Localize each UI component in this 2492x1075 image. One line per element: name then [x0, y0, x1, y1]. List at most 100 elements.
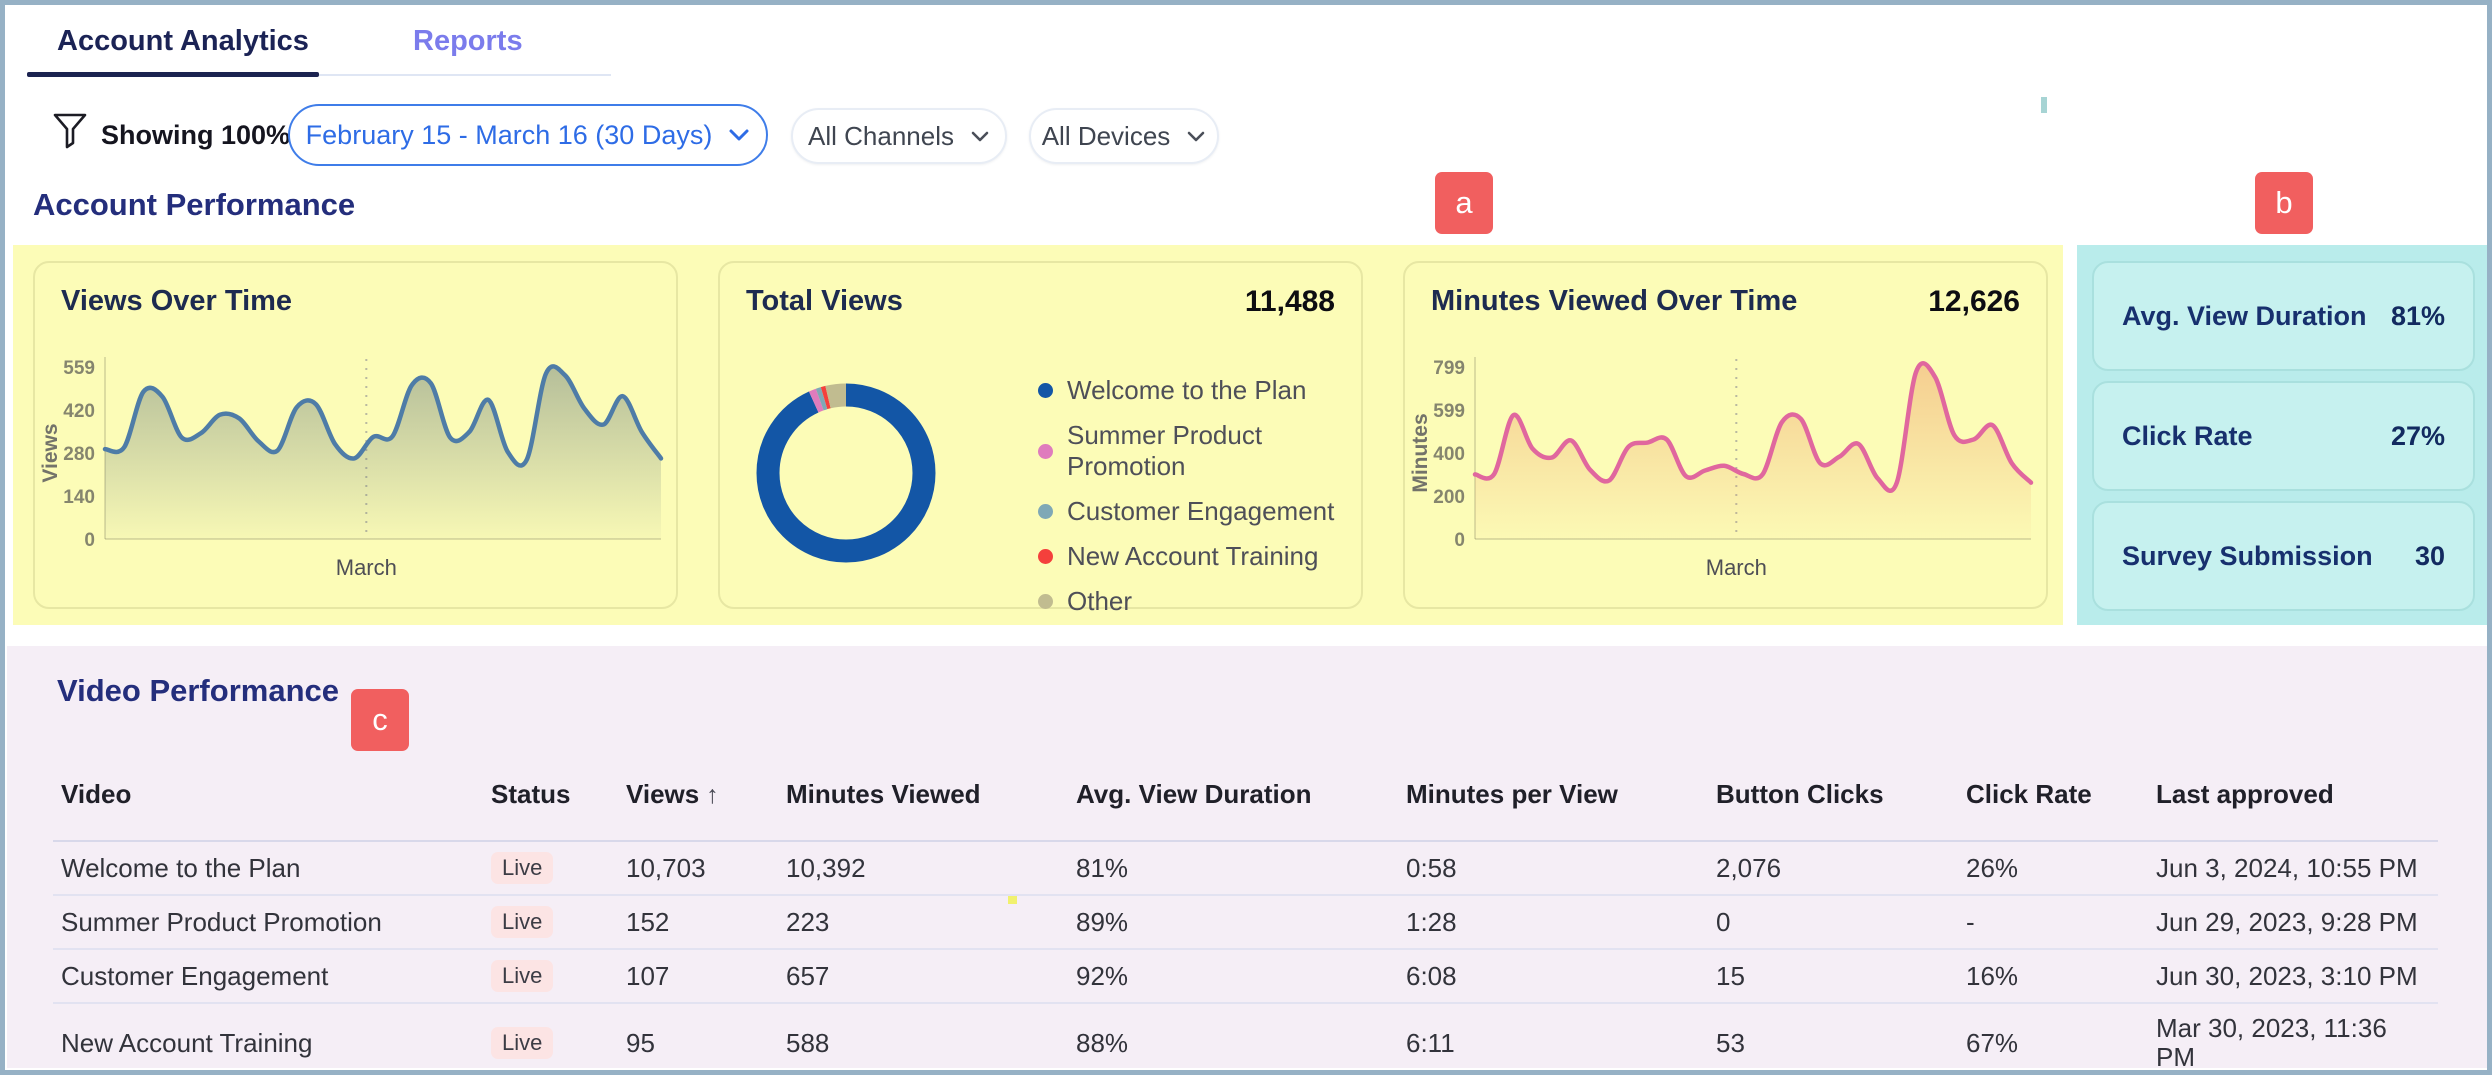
cell-status: Live	[483, 949, 618, 1003]
minutes-viewed-chart: 0200400599799MinutesMarch	[1411, 341, 2043, 593]
views-over-time-title: Views Over Time	[61, 285, 292, 318]
column-header-status[interactable]: Status	[483, 763, 618, 841]
column-header-video[interactable]: Video	[53, 763, 483, 841]
y-axis-tick: 420	[63, 401, 95, 422]
tab-account-analytics[interactable]: Account Analytics	[57, 25, 309, 58]
date-range-value: February 15 - March 16 (30 Days)	[306, 120, 713, 151]
devices-dropdown[interactable]: All Devices	[1029, 108, 1219, 164]
channels-value: All Channels	[808, 121, 954, 152]
column-header-views[interactable]: Views ↑	[618, 763, 778, 841]
filter-funnel-icon[interactable]	[51, 111, 89, 153]
survey-submission-label: Survey Submission	[2122, 541, 2373, 572]
x-axis-label: March	[336, 555, 397, 580]
column-header-avg-view-duration[interactable]: Avg. View Duration	[1068, 763, 1398, 841]
legend-label: Customer Engagement	[1067, 496, 1334, 527]
legend-dot-icon	[1038, 383, 1053, 398]
cell-click-rate: -	[1958, 895, 2148, 949]
column-header-minutes-viewed[interactable]: Minutes Viewed	[778, 763, 1068, 841]
minutes-viewed-card: Minutes Viewed Over Time 12,626 02004005…	[1403, 261, 2048, 609]
cell-views: 152	[618, 895, 778, 949]
survey-submission-card: Survey Submission 30	[2092, 501, 2475, 611]
cell-button-clicks: 0	[1708, 895, 1958, 949]
cell-click-rate: 26%	[1958, 841, 2148, 895]
y-axis-tick: 200	[1433, 487, 1465, 508]
video-performance-table: VideoStatusViews ↑Minutes ViewedAvg. Vie…	[53, 763, 2438, 1075]
cell-avg-view-duration: 81%	[1068, 841, 1398, 895]
column-header-button-clicks[interactable]: Button Clicks	[1708, 763, 1958, 841]
click-rate-label: Click Rate	[2122, 421, 2253, 452]
table-row[interactable]: Summer Product PromotionLive15222389%1:2…	[53, 895, 2438, 949]
cell-video[interactable]: Customer Engagement	[53, 949, 483, 1003]
y-axis-tick: 599	[1433, 401, 1465, 422]
column-header-click-rate[interactable]: Click Rate	[1958, 763, 2148, 841]
chevron-down-icon	[728, 128, 750, 142]
chevron-down-icon	[1186, 130, 1206, 143]
cell-minutes-viewed: 10,392	[778, 841, 1068, 895]
video-performance-title: Video Performance	[57, 673, 339, 709]
y-axis-tick: 0	[84, 530, 95, 551]
cell-video[interactable]: Welcome to the Plan	[53, 841, 483, 895]
cell-avg-view-duration: 89%	[1068, 895, 1398, 949]
legend-label: Other	[1067, 586, 1132, 617]
column-header-last-approved[interactable]: Last approved	[2148, 763, 2438, 841]
cell-last-approved: Jun 29, 2023, 9:28 PM	[2148, 895, 2438, 949]
tab-reports[interactable]: Reports	[413, 25, 523, 58]
table-row[interactable]: Welcome to the PlanLive10,70310,39281%0:…	[53, 841, 2438, 895]
y-axis-tick: 140	[63, 487, 95, 508]
stray-tick-mark	[2041, 97, 2047, 113]
legend-item: Welcome to the Plan	[1038, 375, 1361, 406]
legend-label: New Account Training	[1067, 541, 1318, 572]
date-range-dropdown[interactable]: February 15 - March 16 (30 Days)	[288, 104, 768, 166]
cell-click-rate: 16%	[1958, 949, 2148, 1003]
table-row[interactable]: New Account TrainingLive9558888%6:115367…	[53, 1003, 2438, 1075]
click-rate-card: Click Rate 27%	[2092, 381, 2475, 491]
video-table-header-row: VideoStatusViews ↑Minutes ViewedAvg. Vie…	[53, 763, 2438, 841]
cell-views: 10,703	[618, 841, 778, 895]
legend-dot-icon	[1038, 594, 1053, 609]
y-axis-tick: 280	[63, 444, 95, 465]
cell-minutes-per-view: 0:58	[1398, 841, 1708, 895]
avg-view-duration-card: Avg. View Duration 81%	[2092, 261, 2475, 371]
legend-dot-icon	[1038, 549, 1053, 564]
table-row[interactable]: Customer EngagementLive10765792%6:081516…	[53, 949, 2438, 1003]
tab-underline-track	[319, 74, 611, 76]
cell-button-clicks: 2,076	[1708, 841, 1958, 895]
status-badge: Live	[491, 1027, 553, 1059]
cell-views: 95	[618, 1003, 778, 1075]
cell-video[interactable]: Summer Product Promotion	[53, 895, 483, 949]
column-header-minutes-per-view[interactable]: Minutes per View	[1398, 763, 1708, 841]
cell-minutes-viewed: 223	[778, 895, 1068, 949]
click-rate-value: 27%	[2391, 421, 2445, 452]
analytics-dashboard: Account Analytics Reports Showing 100% F…	[0, 0, 2492, 1075]
devices-value: All Devices	[1042, 121, 1171, 152]
annotation-marker-b: b	[2255, 172, 2313, 234]
cell-minutes-per-view: 6:08	[1398, 949, 1708, 1003]
legend-label: Welcome to the Plan	[1067, 375, 1306, 406]
cell-last-approved: Jun 30, 2023, 3:10 PM	[2148, 949, 2438, 1003]
cell-minutes-viewed: 588	[778, 1003, 1068, 1075]
cell-button-clicks: 53	[1708, 1003, 1958, 1075]
cell-avg-view-duration: 88%	[1068, 1003, 1398, 1075]
cell-video[interactable]: New Account Training	[53, 1003, 483, 1075]
annotation-marker-c: c	[351, 689, 409, 751]
total-views-donut-chart	[720, 359, 972, 611]
annotation-marker-a: a	[1435, 172, 1493, 234]
legend-label: Summer Product Promotion	[1067, 420, 1361, 482]
sort-ascending-icon: ↑	[699, 781, 718, 809]
status-badge: Live	[491, 960, 553, 992]
views-over-time-card: Views Over Time 0140280420559ViewsMarch	[33, 261, 678, 609]
channels-dropdown[interactable]: All Channels	[791, 108, 1007, 164]
legend-item: New Account Training	[1038, 541, 1361, 572]
legend-dot-icon	[1038, 444, 1053, 459]
x-axis-label: March	[1706, 555, 1767, 580]
account-performance-title: Account Performance	[33, 187, 355, 223]
cell-views: 107	[618, 949, 778, 1003]
cell-button-clicks: 15	[1708, 949, 1958, 1003]
cell-minutes-viewed: 657	[778, 949, 1068, 1003]
showing-percentage-label: Showing 100%	[101, 120, 290, 151]
minutes-viewed-value: 12,626	[1928, 285, 2020, 319]
survey-submission-value: 30	[2415, 541, 2445, 572]
cell-status: Live	[483, 1003, 618, 1075]
legend-item: Other	[1038, 586, 1361, 617]
total-views-value: 11,488	[1245, 285, 1335, 319]
